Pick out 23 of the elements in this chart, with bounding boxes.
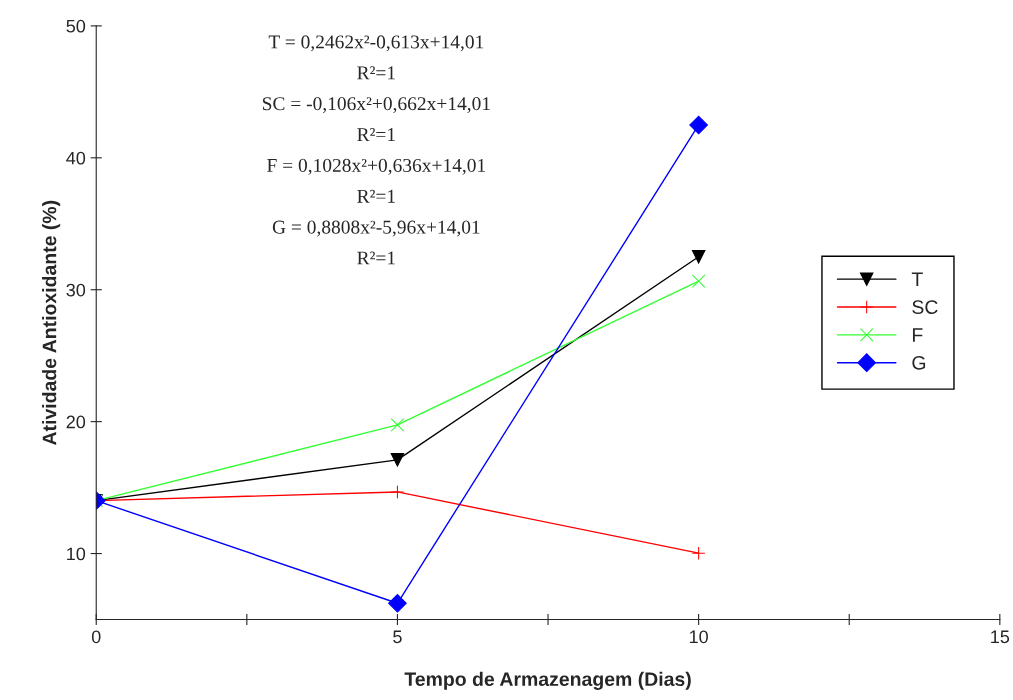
legend-label: T <box>911 272 923 286</box>
annotation: R²=1 <box>357 128 395 141</box>
y-tick-label: 10 <box>67 547 86 561</box>
annotation: T = 0,2462x²-0,613x+14,01 <box>268 35 484 52</box>
legend-label: G <box>912 355 926 370</box>
x-tick-label: 5 <box>393 630 402 644</box>
y-tick-label: 40 <box>66 151 86 165</box>
y-tick-label: 20 <box>66 415 86 429</box>
annotation: SC = -0,106x²+0,662x+14,01 <box>262 97 490 114</box>
annotation: R²=1 <box>357 66 395 80</box>
annotation: R²=1 <box>357 251 395 265</box>
annotation: G = 0,8808x²-5,96x+14,01 <box>272 220 480 237</box>
x-tick-label: 10 <box>689 630 708 644</box>
legend-label: SC <box>912 300 938 314</box>
x-tick-label: 0 <box>91 630 101 644</box>
annotation: F = 0,1028x²+0,636x+14,01 <box>267 158 486 175</box>
legend-label: F <box>912 328 923 342</box>
x-tick-label: 15 <box>991 630 1010 644</box>
x-axis-title: Tempo de Armazenagem (Dias) <box>404 671 691 690</box>
y-axis-title: Atividade Antioxidante (%) <box>42 200 61 445</box>
annotation: R²=1 <box>357 189 395 203</box>
y-tick-label: 30 <box>66 283 86 297</box>
y-tick-label: 50 <box>66 19 86 33</box>
